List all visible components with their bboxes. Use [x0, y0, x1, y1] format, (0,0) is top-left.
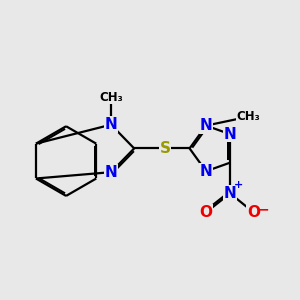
Text: +: +: [233, 181, 243, 190]
Text: N: N: [105, 117, 117, 132]
Text: O: O: [200, 205, 212, 220]
Text: S: S: [159, 141, 170, 156]
Text: N: N: [224, 127, 236, 142]
Text: O: O: [247, 205, 260, 220]
Text: CH₃: CH₃: [236, 110, 260, 123]
Text: N: N: [200, 118, 212, 133]
Text: CH₃: CH₃: [99, 91, 123, 103]
Text: −: −: [257, 202, 269, 216]
Text: N: N: [200, 164, 212, 179]
Text: N: N: [105, 165, 117, 180]
Text: N: N: [224, 186, 236, 201]
